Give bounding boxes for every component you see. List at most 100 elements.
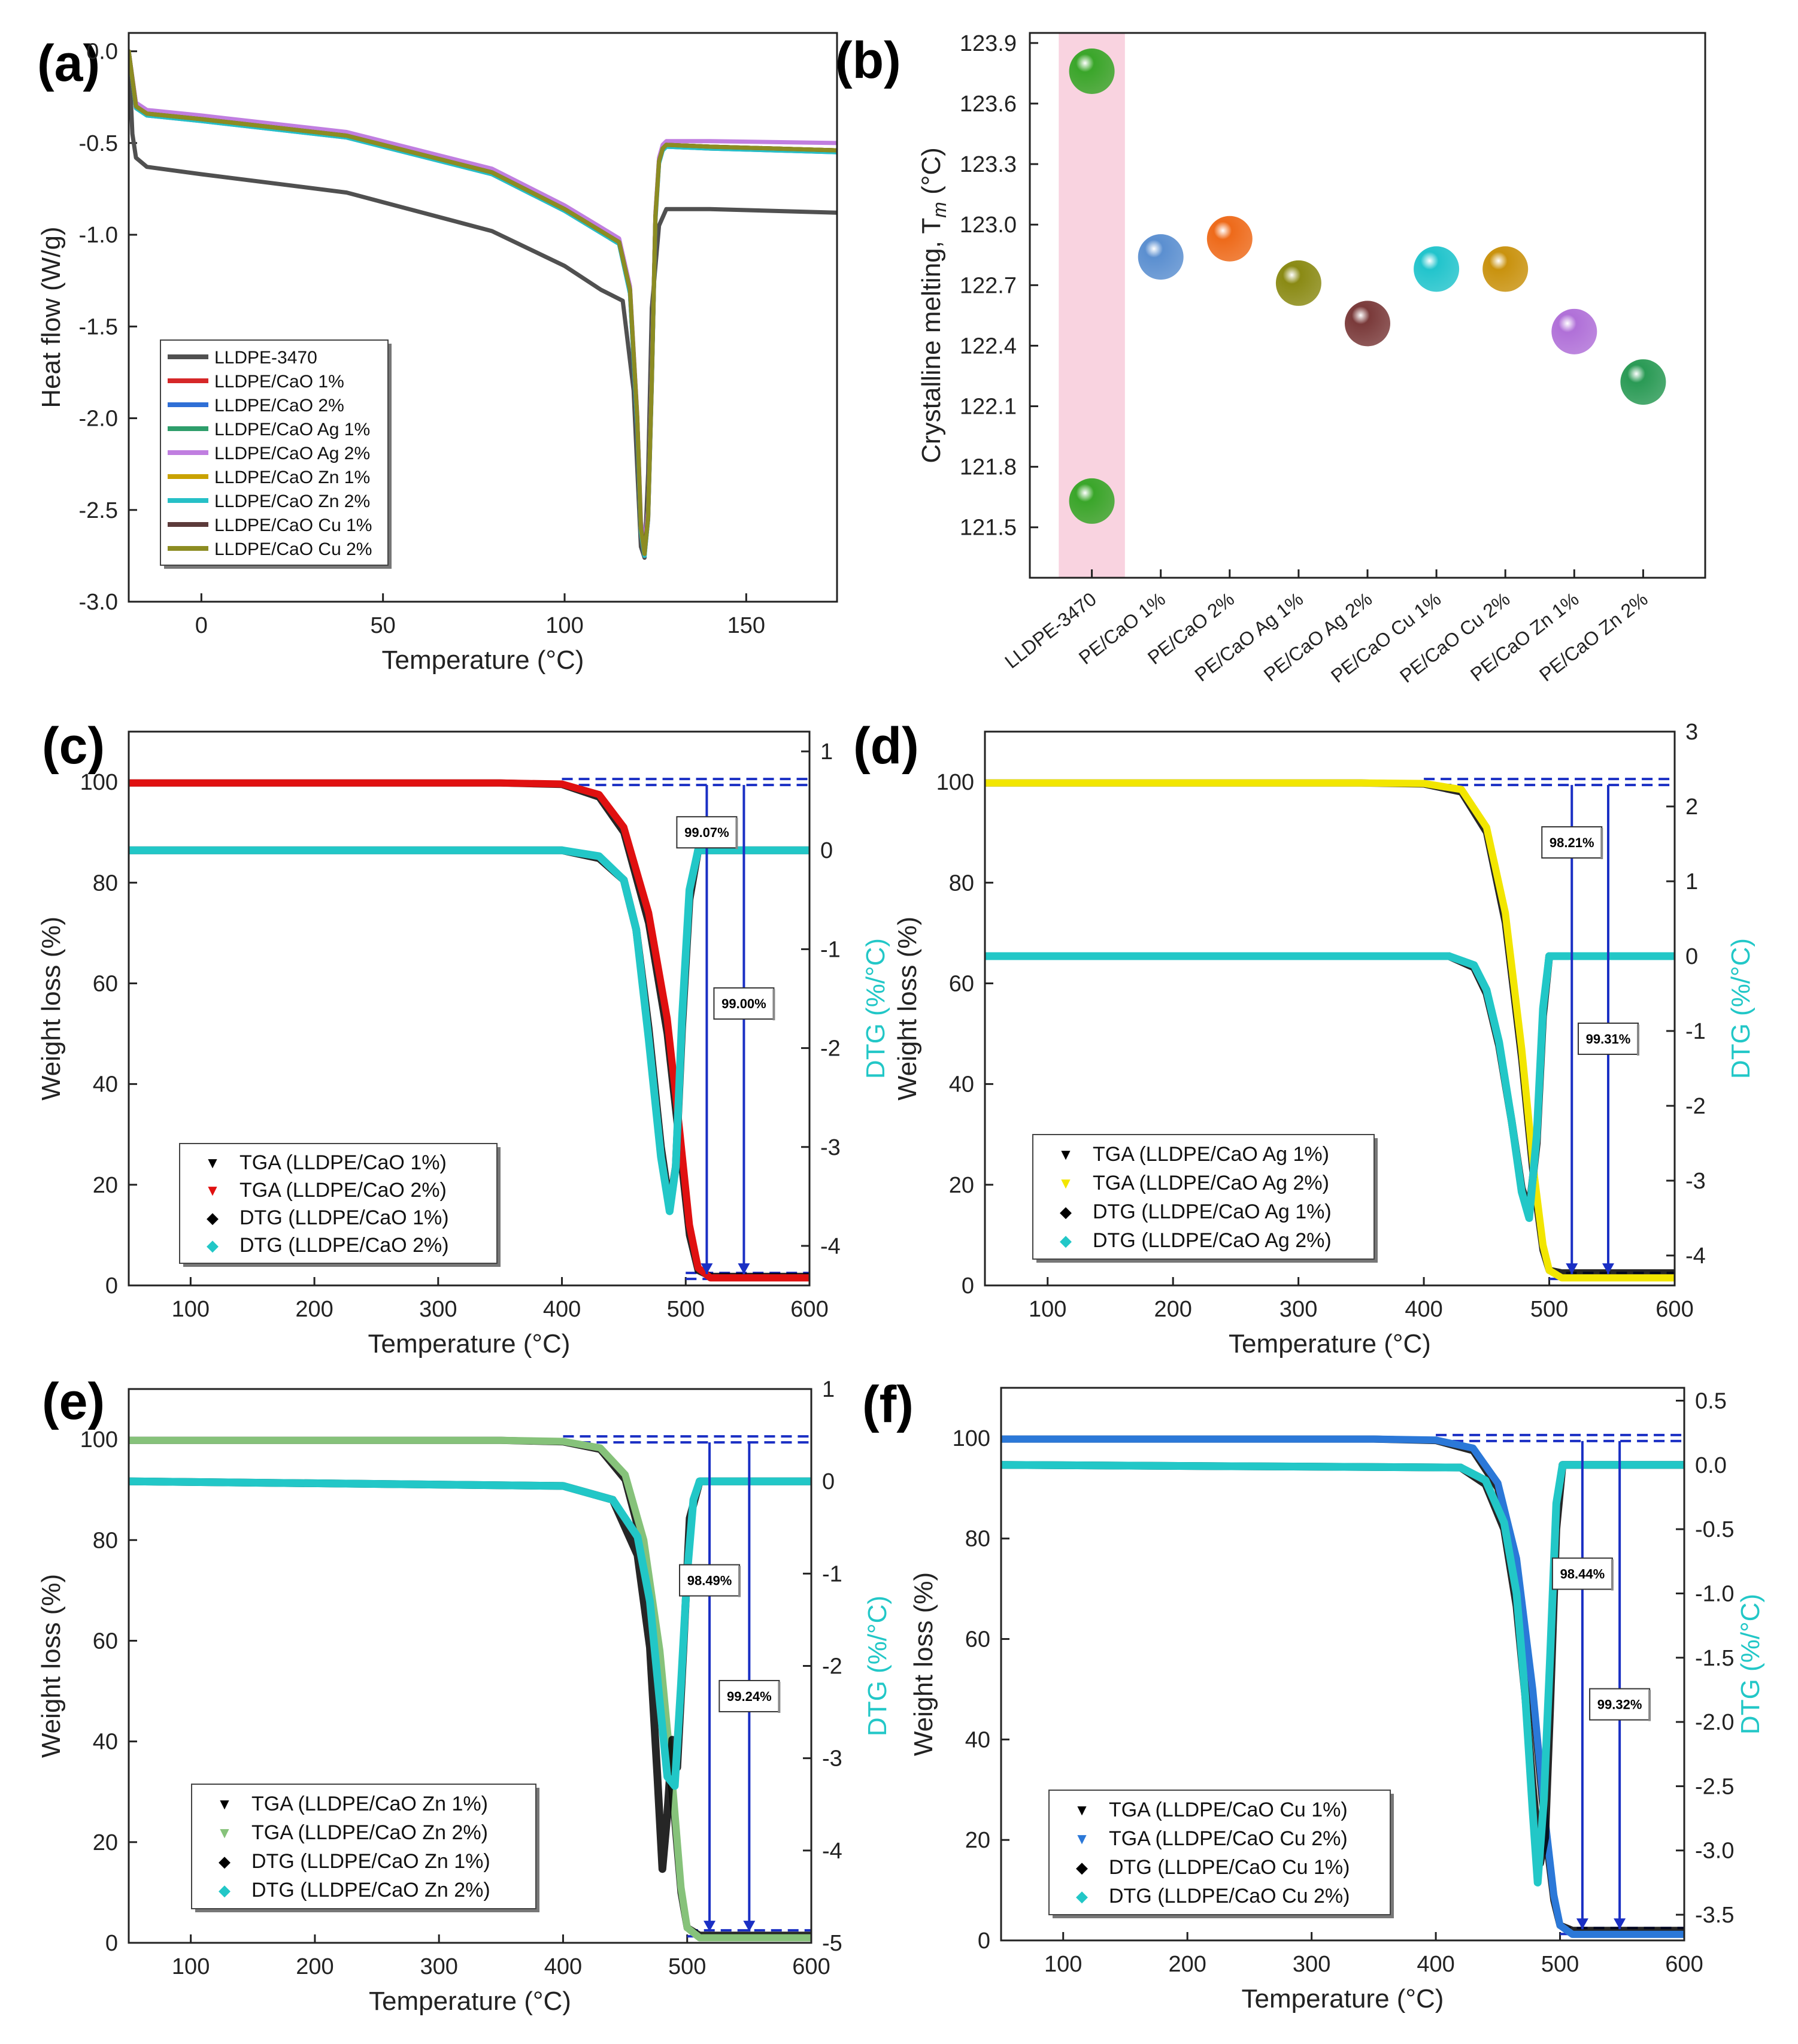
data-point xyxy=(1069,478,1115,524)
x-tick-label: 50 xyxy=(371,613,396,638)
x-tick-label: 200 xyxy=(295,1297,333,1322)
x-axis-title: Temperature (°C) xyxy=(1229,1329,1431,1358)
arrow-head xyxy=(1602,1263,1614,1275)
data-point xyxy=(1069,48,1115,95)
y2-tick-label: -4 xyxy=(822,1839,842,1864)
chart-panel-1: (b) 121.5 121.8 122.1 122.4 122.7 123.0 123.3 12… xyxy=(835,31,1706,687)
arrow-head xyxy=(704,1921,716,1932)
y-tick-label: 20 xyxy=(949,1173,974,1198)
x-tick-label: 400 xyxy=(543,1297,581,1322)
plot-area xyxy=(129,49,837,560)
annotation-label: 99.32% xyxy=(1597,1697,1642,1712)
legend-marker: ◆ xyxy=(1060,1232,1072,1250)
y2-tick-label: -2 xyxy=(820,1036,841,1062)
x-tick-label: 300 xyxy=(420,1954,457,1979)
y-tick-label: 122.1 xyxy=(960,395,1017,420)
y-tick-label: 0 xyxy=(105,1931,118,1956)
legend-marker: ▼ xyxy=(217,1824,232,1842)
x-tick-label: 100 xyxy=(1044,1952,1082,1977)
legend-label: TGA (LLDPE/CaO Cu 2%) xyxy=(1109,1827,1348,1850)
y-axis-title: Weight loss (%) xyxy=(909,1572,938,1756)
y2-tick-label: -1 xyxy=(822,1561,842,1587)
y-axis-title: Weight loss (%) xyxy=(37,917,66,1100)
y2-tick-label: 1 xyxy=(820,739,833,765)
data-point xyxy=(1414,246,1460,292)
y2-axis-title: DTG (%/°C) xyxy=(863,1596,892,1736)
plot-area xyxy=(1001,1433,1684,1938)
y2-axis-title: DTG (%/°C) xyxy=(1726,938,1755,1079)
data-point xyxy=(1138,234,1184,280)
x-tick-label: 200 xyxy=(1154,1297,1191,1322)
legend-label: LLDPE/CaO Ag 1% xyxy=(214,420,370,439)
plot-frame xyxy=(1029,32,1706,579)
plot-area xyxy=(985,778,1675,1282)
plot-frame xyxy=(1000,1387,1685,1942)
y-tick-label: 80 xyxy=(93,871,118,896)
annotation-box xyxy=(1541,826,1603,859)
legend-label: DTG (LLDPE/CaO Zn 2%) xyxy=(251,1879,490,1902)
y-axis-title: Weight loss (%) xyxy=(37,1574,66,1758)
y2-tick-label: -4 xyxy=(820,1234,841,1259)
x-tick-label: 0 xyxy=(195,613,208,638)
chart-panel-5: (f) 100 200 300 400 500 600 0 20 40 60 80 100 0.5 0.0 -… xyxy=(862,1376,1765,2013)
y-tick-label: 20 xyxy=(93,1173,118,1198)
y-tick-label: -0.5 xyxy=(79,131,118,156)
y2-tick-label: -4 xyxy=(1685,1244,1706,1269)
y2-tick-label: -5 xyxy=(822,1931,842,1956)
legend-marker: ▼ xyxy=(1058,1174,1074,1192)
x-tick-label: 100 xyxy=(172,1954,210,1979)
legend-label: TGA (LLDPE/CaO Zn 1%) xyxy=(251,1793,488,1815)
legend-label: DTG (LLDPE/CaO Ag 2%) xyxy=(1093,1229,1332,1252)
y2-tick-label: -1 xyxy=(1685,1019,1706,1044)
arrow-head xyxy=(1576,1918,1588,1930)
series-line xyxy=(129,779,809,1282)
data-point xyxy=(1275,260,1321,306)
y2-tick-label: -1.5 xyxy=(1695,1646,1734,1671)
legend-label: DTG (LLDPE/CaO Zn 1%) xyxy=(251,1850,490,1873)
x-tick-label: 100 xyxy=(172,1297,210,1322)
legend-label: LLDPE-3470 xyxy=(214,348,317,368)
y-tick-label: 60 xyxy=(949,971,974,996)
x-tick-label: 100 xyxy=(1029,1297,1066,1322)
y-axis-title: Weight loss (%) xyxy=(893,917,922,1100)
chart-panel-2: (c)100 200 300 400 500 60002040608010010-1-2-… xyxy=(37,717,890,1358)
y2-tick-label: -3.0 xyxy=(1695,1839,1734,1864)
annotation-label: 99.07% xyxy=(684,825,729,840)
y2-tick-label: -3 xyxy=(1685,1169,1706,1194)
y2-tick-label: -2.0 xyxy=(1695,1710,1734,1735)
legend-label: TGA (LLDPE/CaO 1%) xyxy=(239,1151,447,1174)
y2-tick-label: -2 xyxy=(1685,1094,1706,1119)
y-tick-label: 80 xyxy=(965,1527,990,1552)
legend-label: DTG (LLDPE/CaO Ag 1%) xyxy=(1093,1200,1332,1223)
legend-label: LLDPE/CaO Zn 1% xyxy=(214,468,370,487)
panel-label: (c) xyxy=(42,717,105,775)
y2-axis-title: DTG (%/°C) xyxy=(1736,1594,1765,1734)
y2-tick-label: -1 xyxy=(820,937,841,962)
y-tick-label: 121.5 xyxy=(960,515,1017,541)
panel-label: (b) xyxy=(835,32,901,89)
annotation-box xyxy=(713,987,775,1020)
annotation-label: 98.49% xyxy=(687,1573,732,1588)
x-tick-label: 300 xyxy=(1293,1952,1330,1977)
y-tick-label: 123.6 xyxy=(960,92,1017,117)
data-point xyxy=(1551,308,1597,354)
chart-panel-0: (a) 0 50 100 150 0.0 -0.5 -1.0 -1.5 -2.0 -2.5 -3.0 T… xyxy=(37,32,838,675)
legend-label: LLDPE/CaO Ag 2% xyxy=(214,444,370,463)
x-axis-title: Temperature (°C) xyxy=(1242,1984,1444,2013)
annotation-label: 98.21% xyxy=(1550,835,1594,850)
arrow-head xyxy=(701,1263,713,1275)
y2-tick-label: 0 xyxy=(822,1469,835,1494)
series-line xyxy=(985,779,1675,1282)
plot-frame xyxy=(128,32,838,603)
annotation-box xyxy=(679,1564,741,1597)
legend-label: TGA (LLDPE/CaO Zn 2%) xyxy=(251,1821,488,1844)
legend-box xyxy=(179,1143,498,1264)
x-tick-label: 600 xyxy=(790,1297,828,1322)
arrow-head xyxy=(1566,1263,1578,1275)
legend-box xyxy=(191,1784,536,1909)
y-tick-label: -2.5 xyxy=(79,498,118,523)
legend-label: LLDPE/CaO 1% xyxy=(214,372,344,392)
legend-label: TGA (LLDPE/CaO Cu 1%) xyxy=(1109,1799,1348,1821)
panel-label: (f) xyxy=(862,1376,914,1433)
